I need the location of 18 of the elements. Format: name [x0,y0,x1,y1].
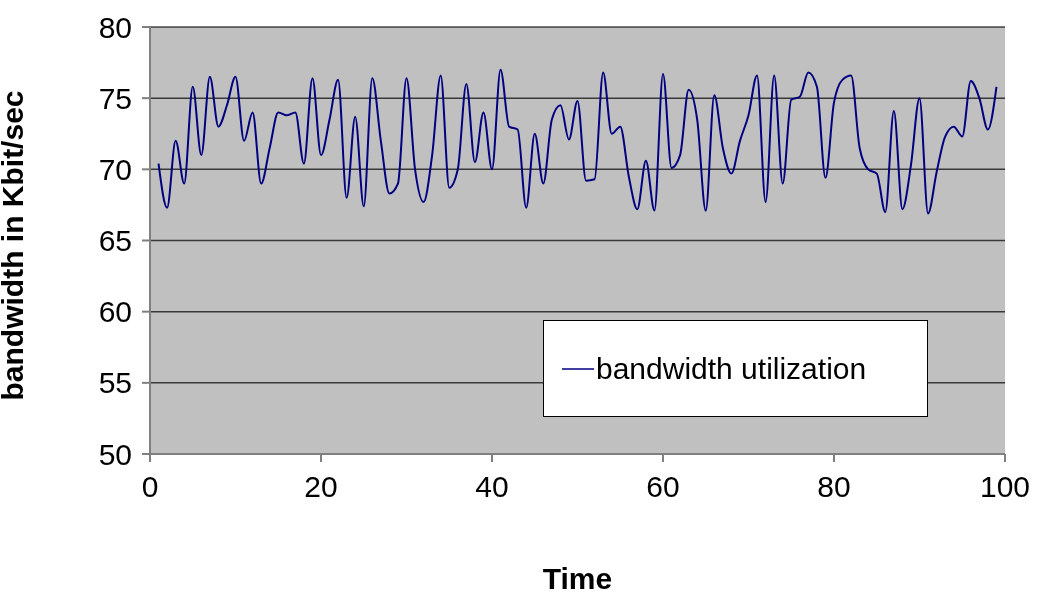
y-tick-label: 70 [98,152,132,186]
x-axis-title: Time [542,562,613,595]
y-tick-label: 55 [98,366,132,400]
x-tick-label: 100 [979,470,1031,504]
y-axis-title: bandwidth in Kbit/sec [0,90,29,401]
y-tick-label: 60 [98,295,132,329]
line-series [157,68,998,215]
x-tick-label: 0 [141,470,159,504]
legend-label: bandwidth utilization [596,351,867,386]
x-tick-label: 60 [646,470,680,504]
legend-box: bandwidth utilization [543,320,928,417]
y-tick-label: 65 [98,224,132,258]
y-tick-label: 50 [98,437,132,471]
x-tick-label: 80 [817,470,851,504]
y-tick-label: 75 [98,81,132,115]
y-tick-label: 80 [98,10,132,44]
x-tick-label: 40 [475,470,509,504]
x-tick-label: 20 [304,470,338,504]
